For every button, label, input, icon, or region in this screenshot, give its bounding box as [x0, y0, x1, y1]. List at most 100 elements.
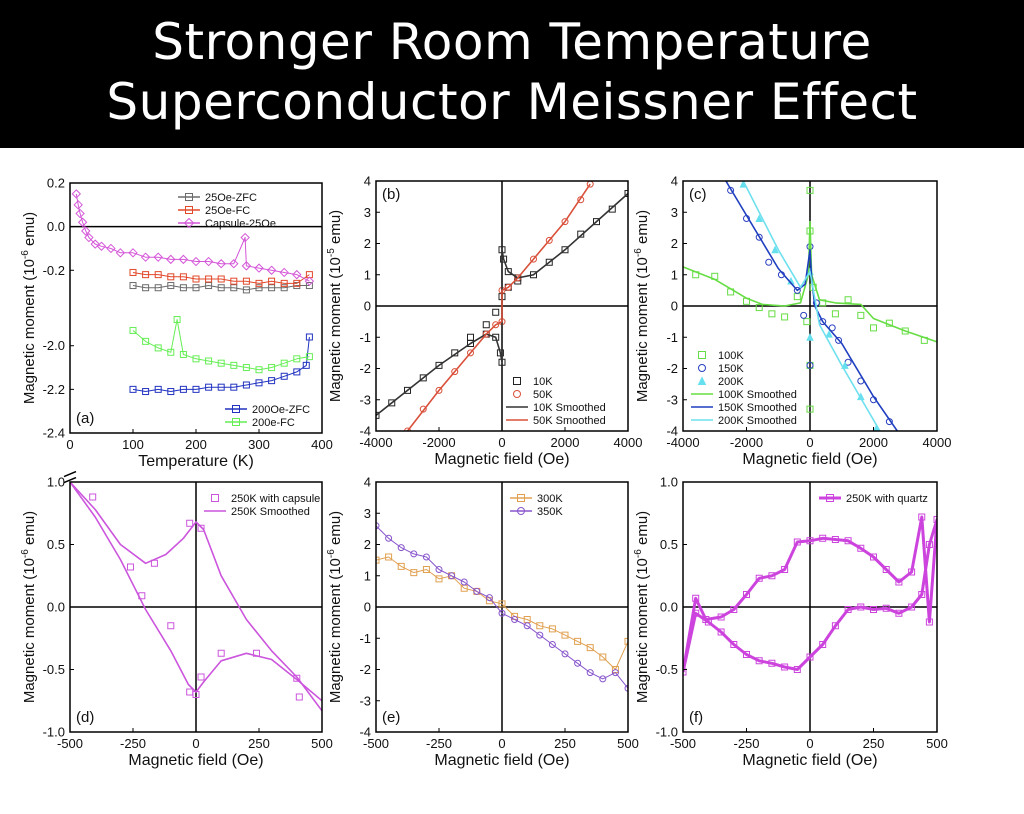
data-point: [293, 279, 301, 287]
data-point: [280, 284, 288, 292]
data-point: [448, 572, 456, 580]
data-point: [586, 644, 594, 652]
data-point: [205, 275, 213, 283]
data-point: [211, 494, 219, 502]
data-point: [71, 189, 82, 199]
data-point: [857, 603, 865, 611]
title-banner: Stronger Room Temperature Superconductor…: [0, 0, 1024, 148]
legend-label: 150K Smoothed: [718, 402, 797, 414]
data-point: [128, 248, 138, 258]
series-Capsule-25Oe: [71, 189, 315, 286]
data-point: [698, 364, 706, 372]
y-axis-label-text: Magnetic moment (10: [634, 257, 651, 402]
y-tick-label: -1: [359, 631, 371, 646]
series-50K: [404, 181, 594, 431]
series-line: [70, 482, 322, 712]
series-line: [132, 319, 310, 371]
data-point: [793, 293, 801, 301]
data-point: [498, 609, 506, 617]
series-250K-Smoothed: [70, 482, 322, 712]
data-point: [765, 258, 773, 266]
data-point: [376, 411, 380, 419]
data-point: [106, 243, 116, 254]
y-axis-label: Magnetic moment (10-6 emu): [20, 212, 38, 404]
data-point: [232, 418, 240, 426]
legend-label: 10K: [533, 376, 553, 388]
data-point: [255, 379, 263, 387]
plot-area: [70, 482, 322, 712]
data-point: [870, 553, 877, 561]
series-line: [132, 272, 310, 284]
data-point: [280, 279, 288, 287]
legend-label: 25Oe-FC: [205, 205, 250, 217]
data-point: [561, 246, 569, 254]
series-25Oe-FC: [129, 268, 313, 287]
data-point: [254, 263, 264, 273]
data-point: [242, 381, 250, 389]
x-tick-label: 0: [806, 736, 813, 751]
y-axis-label-exponent: -6: [326, 549, 337, 558]
data-point: [492, 308, 500, 316]
y-tick-label: 0.0: [660, 600, 678, 615]
y-tick-label: 1: [364, 267, 371, 282]
data-point: [692, 594, 700, 602]
y-axis-label-text: Magnetic moment (10: [327, 257, 344, 402]
data-point: [293, 355, 301, 363]
data-point: [435, 361, 443, 369]
legend-entry: 200K Smoothed: [691, 415, 797, 427]
legend-label: 300K: [537, 493, 563, 505]
data-point: [376, 556, 380, 564]
x-axis-label: Temperature (K): [138, 453, 254, 470]
data-point: [451, 368, 459, 376]
data-point: [730, 641, 738, 648]
legend-label: 100K Smoothed: [718, 389, 797, 401]
y-tick-label: -3: [359, 392, 371, 407]
y-tick-label: -2: [666, 361, 678, 376]
data-point: [755, 214, 764, 222]
data-point: [755, 304, 763, 312]
y-axis-label-unit: emu): [634, 210, 651, 248]
data-point: [435, 386, 443, 394]
data-point: [492, 333, 500, 341]
data-point: [197, 673, 205, 681]
y-tick-label: 4: [364, 174, 371, 189]
data-point: [268, 284, 276, 292]
data-point: [178, 254, 189, 265]
x-tick-label: -250: [120, 736, 146, 751]
data-point: [192, 385, 200, 393]
y-tick-label: 1: [671, 267, 678, 282]
plot-area: [376, 522, 628, 692]
data-point: [435, 575, 443, 583]
legend-label: 50K Smoothed: [533, 415, 606, 427]
data-point: [385, 553, 393, 561]
data-point: [279, 267, 289, 278]
data-point: [473, 587, 481, 595]
legend-entry: 300K: [510, 493, 563, 505]
legend-label: 150K: [718, 363, 744, 375]
series-line: [725, 181, 898, 431]
series-line: [376, 525, 628, 689]
data-point: [197, 524, 205, 532]
x-tick-label: -500: [670, 736, 696, 751]
x-tick-label: 0: [498, 435, 505, 450]
y-tick-label: 1: [364, 568, 371, 583]
y-tick-label: 4: [671, 174, 678, 189]
data-point: [140, 252, 151, 262]
data-point: [806, 405, 814, 413]
data-point: [768, 572, 776, 580]
data-point: [574, 659, 582, 667]
data-point: [574, 637, 582, 645]
data-point: [232, 405, 240, 413]
y-axis-label-unit: emu): [21, 212, 38, 250]
y-tick-label: 0.2: [47, 176, 65, 191]
data-point: [242, 286, 250, 294]
data-point: [460, 578, 468, 586]
chart-panel-c: -4000 -2000 0 2000 4000 -4 -3 -2 -1 0 1 2 3 4 Magnetic…: [633, 174, 951, 469]
legend-entry: 350K: [510, 506, 563, 518]
legend-label: 10K Smoothed: [533, 402, 606, 414]
y-tick-label: -1.0: [656, 725, 678, 740]
data-point: [599, 653, 607, 661]
legend-entry: 200K: [697, 376, 744, 388]
data-point: [217, 649, 225, 657]
data-point: [800, 311, 808, 319]
